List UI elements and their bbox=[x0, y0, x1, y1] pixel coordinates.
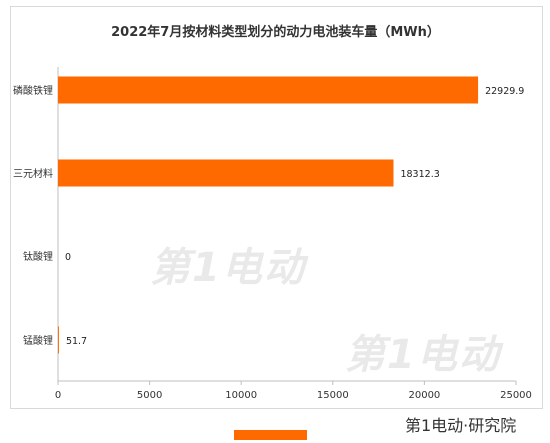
x-tick-label: 5000 bbox=[137, 390, 162, 401]
x-tick-label: 25000 bbox=[500, 390, 532, 401]
bar bbox=[58, 159, 394, 187]
watermark-lower-right: 第1电动 bbox=[345, 332, 501, 378]
x-tick-label: 10000 bbox=[225, 390, 257, 401]
data-label: 22929.9 bbox=[485, 86, 524, 97]
chart-frame bbox=[10, 6, 543, 409]
legend-swatch bbox=[234, 430, 307, 440]
category-label: 锰酸锂 bbox=[23, 334, 53, 347]
brand-logo: 第1电动·研究院 bbox=[405, 416, 517, 435]
bar bbox=[58, 76, 479, 104]
category-label: 磷酸铁锂 bbox=[13, 84, 53, 97]
category-label: 三元材料 bbox=[13, 167, 53, 180]
chart-title: 2022年7月按材料类型划分的动力电池装车量（MWh） bbox=[111, 25, 440, 40]
x-tick-label: 15000 bbox=[317, 390, 349, 401]
x-tick-label: 20000 bbox=[408, 390, 440, 401]
data-label: 0 bbox=[65, 252, 71, 263]
data-label: 18312.3 bbox=[400, 169, 439, 180]
watermark-center: 第1电动 bbox=[150, 245, 306, 291]
bar bbox=[58, 326, 59, 354]
data-label: 51.7 bbox=[66, 336, 87, 347]
category-label: 钛酸锂 bbox=[23, 250, 53, 263]
x-tick-label: 0 bbox=[55, 390, 61, 401]
